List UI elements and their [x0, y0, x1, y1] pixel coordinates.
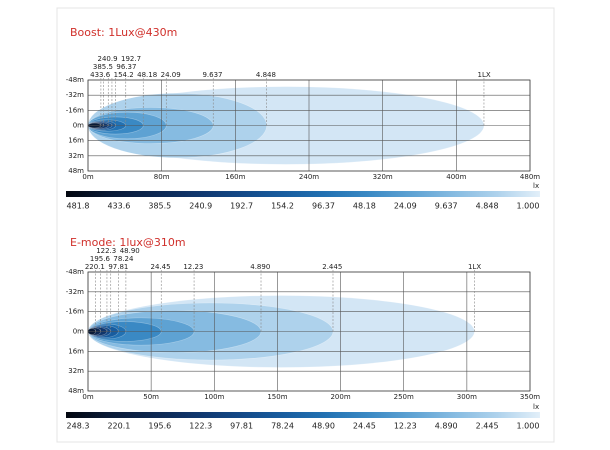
x-tick-label: 480m — [520, 173, 540, 181]
colorbar-label: 48.18 — [353, 202, 376, 211]
colorbar-label: 385.5 — [148, 202, 171, 211]
x-tick-label: 350m — [520, 393, 540, 401]
annotation-label: 24.09 — [161, 71, 181, 79]
x-tick-label: 320m — [373, 173, 393, 181]
colorbar-label: 12.23 — [394, 422, 417, 431]
chart-title: Boost: 1Lux@430m — [70, 26, 177, 39]
x-tick-label: 100m — [204, 393, 224, 401]
x-tick-label: 250m — [394, 393, 414, 401]
colorbar-label: 24.09 — [394, 202, 417, 211]
x-tick-label: 80m — [154, 173, 170, 181]
colorbar — [66, 191, 540, 197]
annotation-label: 48.18 — [137, 71, 157, 79]
x-tick-label: 400m — [446, 173, 466, 181]
annotation-label: 97.81 — [108, 263, 128, 271]
annotation-label: 122.3 — [96, 247, 116, 255]
colorbar-label: 220.1 — [107, 422, 130, 431]
annotation-label: 12.23 — [183, 263, 203, 271]
annotation-label: 192.7 — [121, 55, 141, 63]
y-tick-label: 48m — [68, 167, 84, 175]
annotation-label: 220.1 — [85, 263, 105, 271]
chart-title: E-mode: 1lux@310m — [70, 236, 186, 249]
annotation-label: 96.37 — [116, 63, 136, 71]
colorbar-label: 97.81 — [230, 422, 253, 431]
y-tick-label: 32m — [68, 367, 84, 375]
colorbar-label: 1.000 — [517, 422, 540, 431]
annotation-label: 2.445 — [322, 263, 342, 271]
y-tick-label: -32m — [66, 288, 84, 296]
annotation-label: 24.45 — [150, 263, 170, 271]
annotation-label: 154.2 — [114, 71, 134, 79]
x-tick-label: 200m — [330, 393, 350, 401]
colorbar-label: 481.8 — [67, 202, 90, 211]
colorbar-label: 248.3 — [67, 422, 90, 431]
colorbar-label: 1.000 — [517, 202, 540, 211]
colorbar-label: 78.24 — [271, 422, 294, 431]
colorbar-label: 4.890 — [435, 422, 458, 431]
x-tick-label: 150m — [267, 393, 287, 401]
colorbar-label: 122.3 — [189, 422, 212, 431]
colorbar-label: 2.445 — [476, 422, 499, 431]
colorbar-label: 195.6 — [148, 422, 171, 431]
colorbar-label: 192.7 — [230, 202, 253, 211]
annotation-label: 9.637 — [202, 71, 222, 79]
colorbar-label: 433.6 — [107, 202, 130, 211]
annotation-label: 240.9 — [98, 55, 118, 63]
x-tick-label: 240m — [299, 173, 319, 181]
colorbar-unit: lx — [533, 403, 539, 411]
colorbar-label: 240.9 — [189, 202, 212, 211]
colorbar-label: 9.637 — [435, 202, 458, 211]
colorbar — [66, 412, 540, 418]
colorbar-label: 24.45 — [353, 422, 376, 431]
annotation-label: 385.5 — [93, 63, 113, 71]
y-tick-label: -16m — [66, 308, 84, 316]
annotation-label: 1LX — [478, 71, 491, 79]
colorbar-label: 4.848 — [476, 202, 499, 211]
y-tick-label: -48m — [66, 76, 84, 84]
y-tick-label: -48m — [66, 268, 84, 276]
annotation-label: 48.90 — [120, 247, 140, 255]
colorbar-unit: lx — [533, 182, 539, 190]
annotation-label: 195.6 — [90, 255, 111, 263]
annotation-label: 4.890 — [250, 263, 270, 271]
y-tick-label: 48m — [68, 387, 84, 395]
x-tick-label: 0m — [82, 393, 93, 401]
colorbar-label: 96.37 — [312, 202, 335, 211]
y-tick-label: -16m — [66, 106, 84, 114]
annotation-label: 433.6 — [90, 71, 111, 79]
plot-frame — [87, 271, 531, 392]
y-tick-label: 32m — [68, 152, 84, 160]
y-tick-label: 16m — [68, 137, 84, 145]
annotation-label: 78.24 — [113, 255, 134, 263]
page-frame — [56, 7, 555, 443]
x-tick-label: 0m — [82, 173, 93, 181]
y-tick-label: 0m — [73, 328, 84, 336]
x-tick-label: 160m — [225, 173, 245, 181]
y-tick-label: -32m — [66, 91, 84, 99]
y-tick-label: 16m — [68, 347, 84, 355]
annotation-label: 1LX — [468, 263, 481, 271]
x-tick-label: 50m — [143, 393, 159, 401]
annotation-label: 4.848 — [256, 71, 276, 79]
plot-frame — [87, 79, 531, 172]
x-tick-label: 300m — [457, 393, 477, 401]
y-tick-label: 0m — [73, 122, 84, 130]
colorbar-label: 48.90 — [312, 422, 335, 431]
colorbar-label: 154.2 — [271, 202, 294, 211]
